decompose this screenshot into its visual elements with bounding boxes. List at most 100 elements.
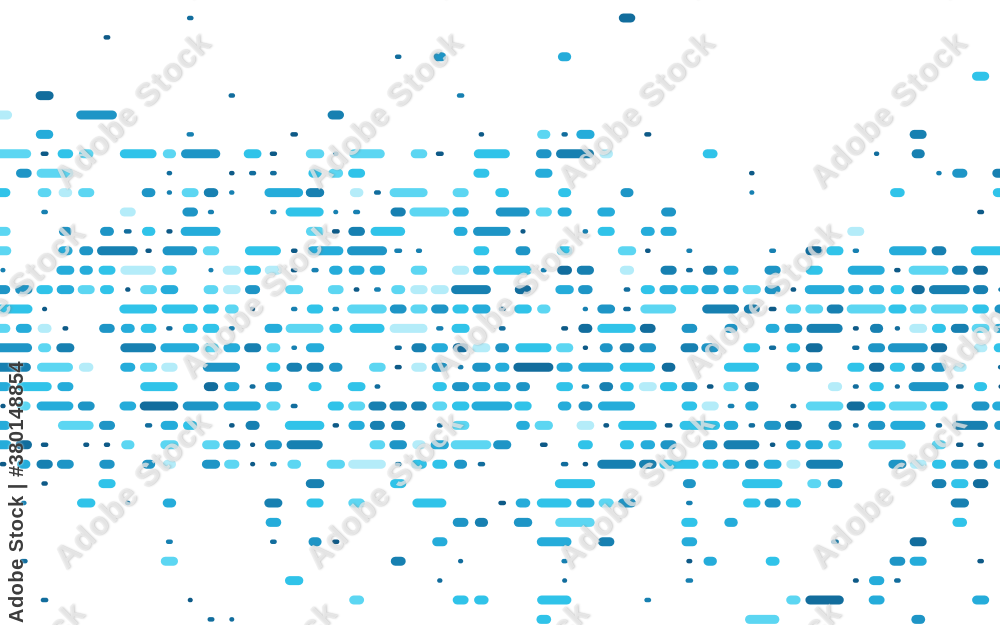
line-pill [930,343,948,353]
line-pill [852,248,860,253]
line-pill [57,420,94,430]
line-pill [664,423,673,428]
line-pill [639,323,656,333]
line-pill [40,442,49,447]
line-pill [290,267,298,273]
line-pill [308,537,322,547]
line-pill [305,149,325,159]
line-pill [576,129,595,139]
line-pill [333,151,339,156]
line-pill [15,285,33,295]
line-pill [452,595,469,605]
line-pill [659,459,699,469]
line-pill [306,304,324,314]
line-pill [597,459,636,469]
line-pill [394,345,402,350]
line-pill [805,595,844,605]
line-pill [473,246,490,256]
line-pill [249,170,257,176]
line-pill [166,326,173,331]
line-pill [556,343,574,353]
line-pill [77,401,95,411]
line-pill [618,498,636,508]
line-pill [554,479,596,489]
line-pill [327,401,344,411]
line-pill [477,461,486,467]
line-pill [249,306,256,312]
line-pill [950,323,969,333]
line-pill [0,403,6,409]
line-pill [576,265,594,275]
line-pill [513,517,533,527]
line-pill [972,479,989,489]
line-pill [749,170,755,176]
line-pill [347,382,366,392]
line-pill [536,498,572,508]
line-pill [79,246,94,256]
line-pill [58,188,73,198]
line-pill [452,207,469,217]
line-pill [120,265,156,275]
line-pill [390,556,406,566]
line-pill [38,343,52,353]
line-pill [35,91,54,101]
line-pill [931,362,947,372]
line-pill [894,578,901,583]
line-pill [617,246,637,256]
line-pill [537,129,551,139]
line-pill [786,343,801,353]
line-pill [269,151,278,156]
line-pill [389,440,407,450]
line-pill [765,323,780,333]
line-pill [285,323,324,333]
line-pill [744,382,759,392]
line-pill [831,539,839,544]
line-pill [349,188,364,198]
line-pill [619,265,635,275]
line-pill [680,343,699,353]
line-pill [827,382,843,392]
line-pill [182,207,198,217]
line-pill [56,343,75,353]
line-pill [244,343,262,353]
line-pill [930,401,948,411]
line-pill [556,362,573,372]
line-pill [495,188,509,198]
line-pill [929,285,970,295]
line-pill [368,401,387,411]
line-pill [249,384,256,389]
line-pill [41,481,48,486]
line-pill [347,304,387,314]
line-pill [681,517,698,527]
line-pill [620,188,634,198]
line-pill [119,401,137,411]
line-pill [451,285,491,295]
line-pill [498,326,506,331]
line-pill [681,323,698,333]
line-pill [78,149,94,159]
line-pill [389,323,428,333]
line-pill [264,323,283,333]
line-pill [329,323,343,333]
line-pill [202,362,240,372]
line-pill [142,459,156,469]
line-pill [162,246,198,256]
line-pill [431,304,449,314]
line-pill [557,265,572,275]
line-pill [723,362,759,372]
line-pill [786,595,801,605]
line-pill [930,304,968,314]
line-pill [745,459,759,469]
line-pill [535,168,553,178]
line-pill [852,578,859,583]
line-pill [597,207,615,217]
line-pill [686,558,693,564]
line-pill [99,459,115,469]
line-pill [909,537,927,547]
line-pill [264,382,282,392]
line-pill [556,382,573,392]
line-pill [166,190,173,195]
line-pill [560,461,569,467]
line-pill [415,248,423,253]
